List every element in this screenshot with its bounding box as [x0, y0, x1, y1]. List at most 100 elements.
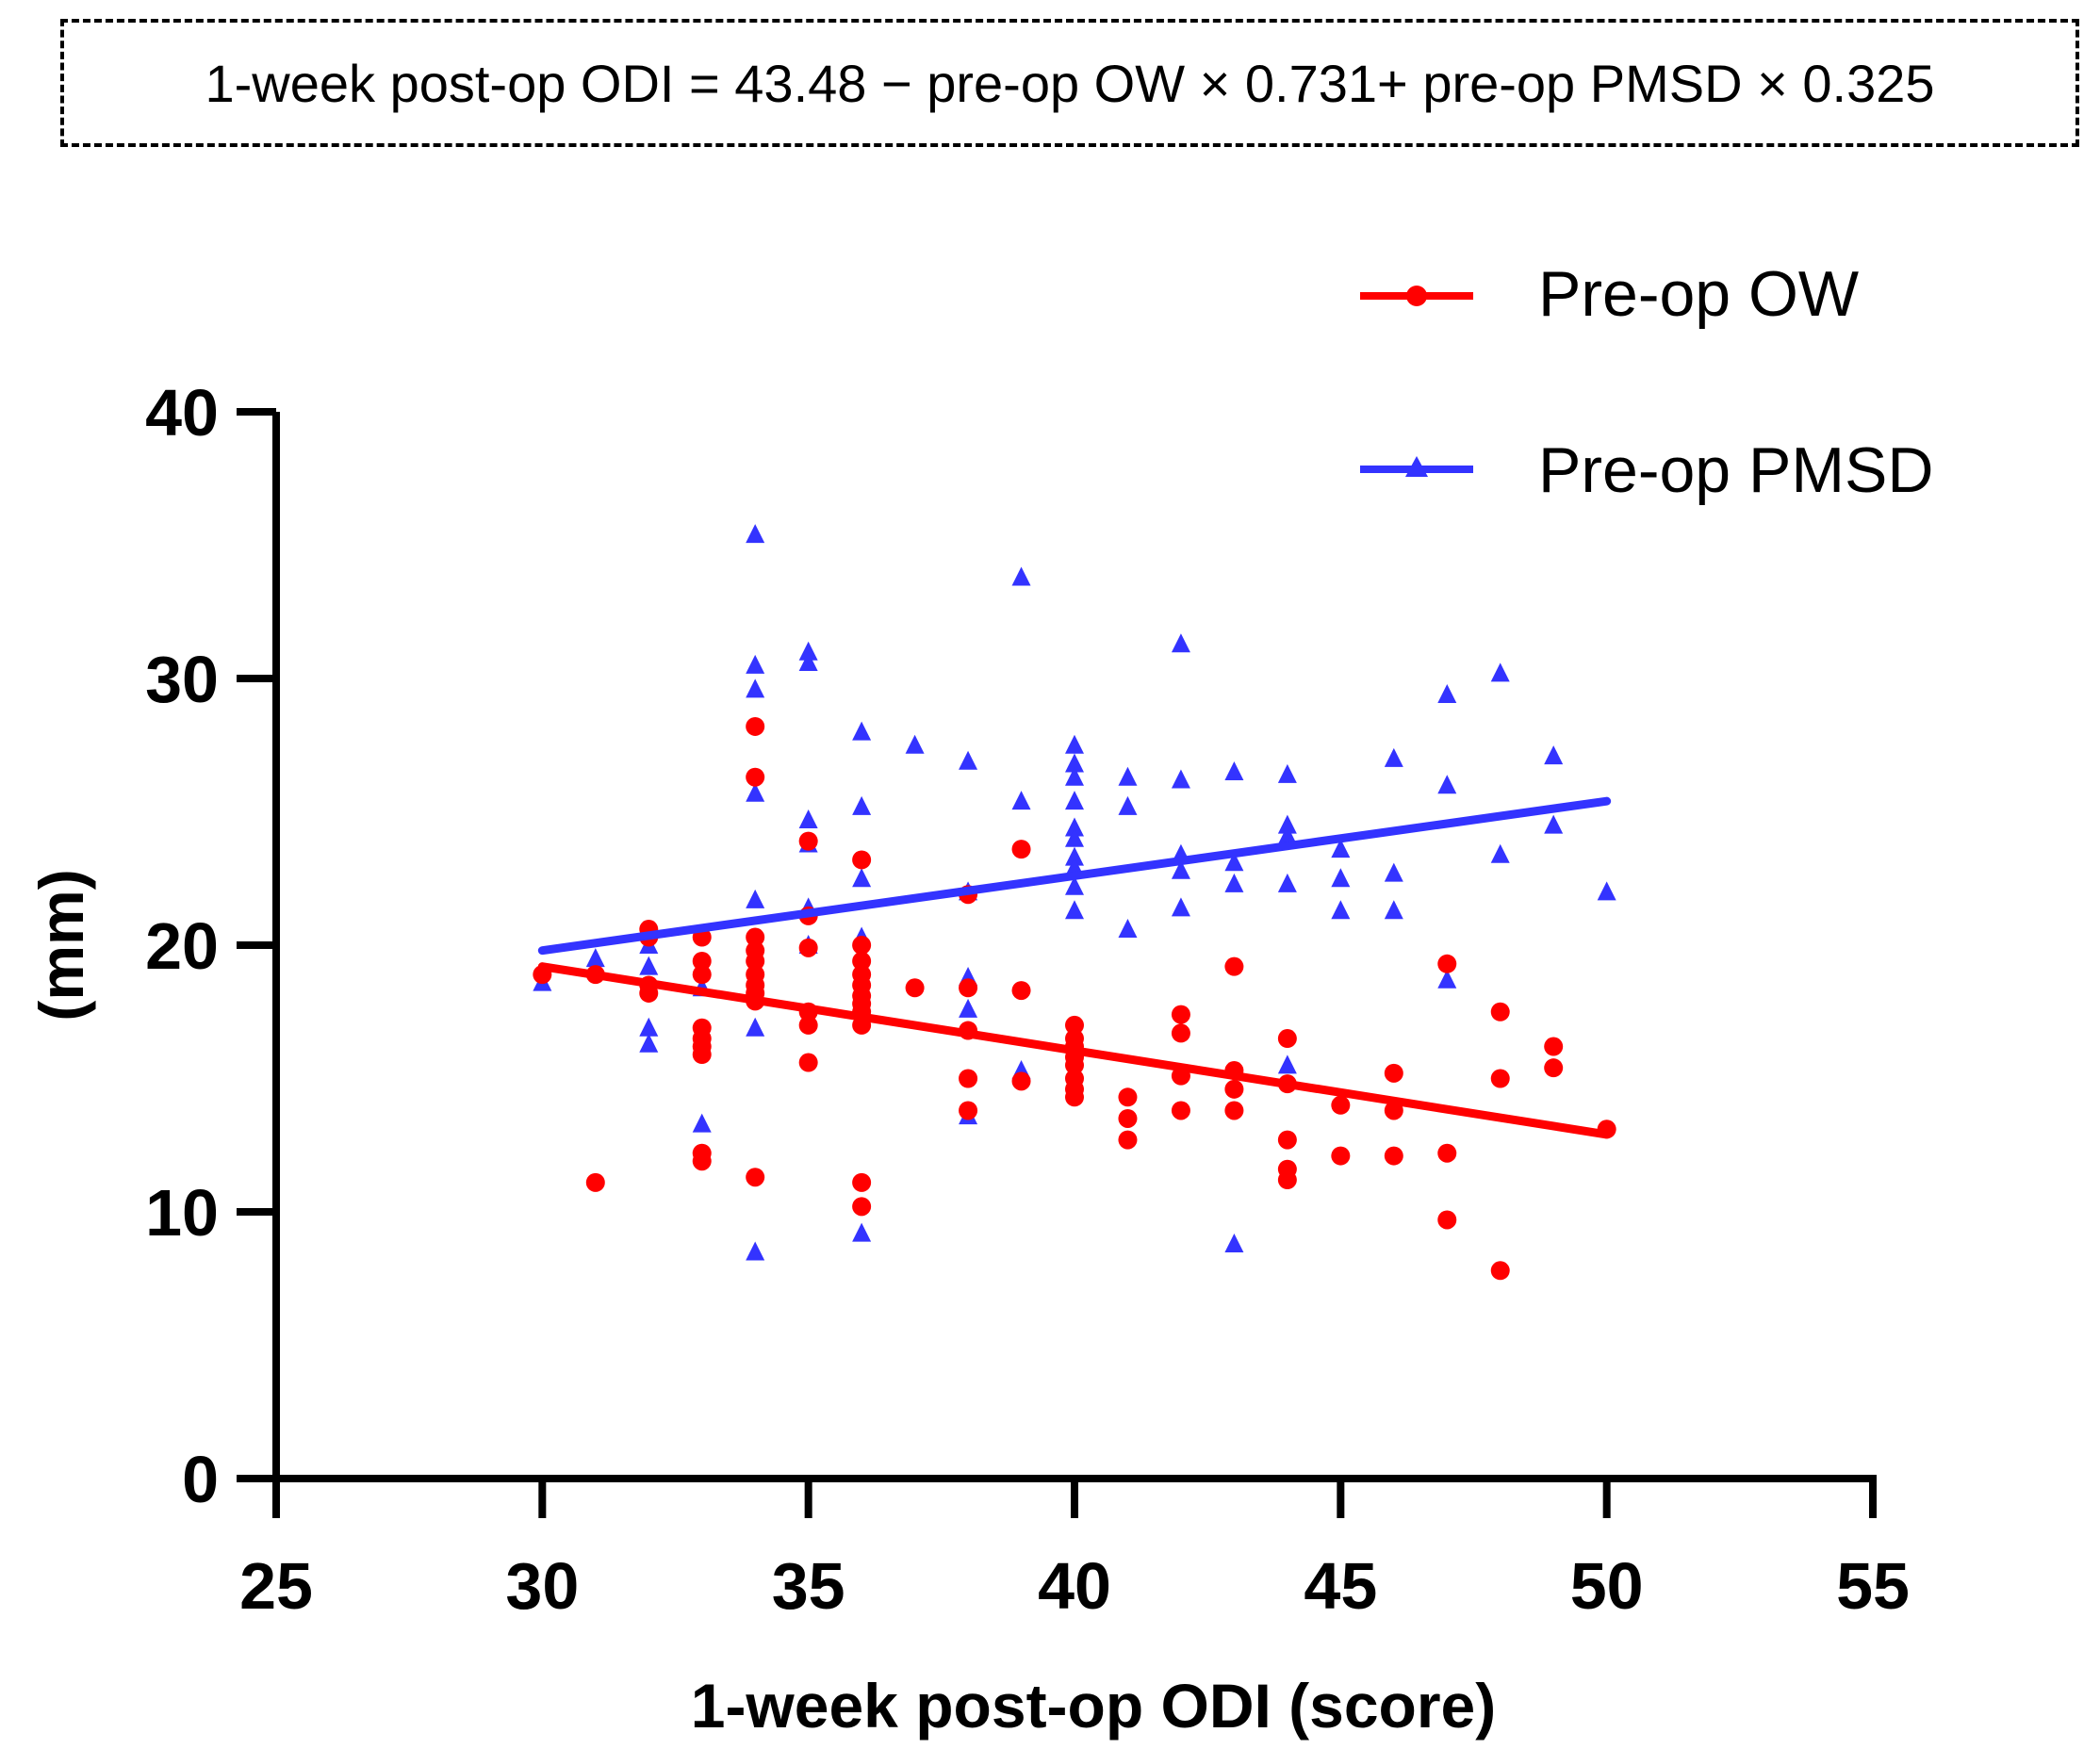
pmsd-point	[1224, 761, 1244, 781]
y-tick-label: 10	[145, 1176, 219, 1250]
ow-point	[1065, 1087, 1084, 1107]
pmsd-point	[746, 678, 765, 698]
pmsd-point	[1277, 873, 1297, 892]
pmsd-point	[1065, 791, 1084, 810]
x-tick-label: 25	[239, 1549, 313, 1623]
pmsd-point	[852, 721, 872, 741]
pmsd-point	[1118, 766, 1138, 786]
pmsd-point	[1384, 862, 1403, 882]
pmsd-point	[1277, 814, 1297, 834]
ow-point	[959, 978, 978, 998]
ow-point	[1437, 1143, 1457, 1163]
pmsd-point	[639, 1033, 659, 1053]
legend: Pre-op OW Pre-op PMSD	[1360, 258, 1933, 506]
pmsd-point	[1544, 814, 1564, 834]
ow-point	[1065, 1015, 1084, 1035]
x-tick-label: 55	[1836, 1549, 1910, 1623]
ow-point	[1437, 1210, 1457, 1230]
pmsd-point	[1277, 1054, 1297, 1074]
ow-point	[1224, 1079, 1244, 1099]
pmsd-point	[1277, 825, 1297, 844]
ow-point	[1118, 1130, 1138, 1150]
y-tick-label: 0	[182, 1443, 219, 1516]
pmsd-point	[639, 956, 659, 975]
ow-point	[746, 1168, 765, 1187]
pmsd-point	[959, 998, 978, 1018]
pmsd-point	[1118, 795, 1138, 815]
ow-point	[1224, 956, 1244, 976]
ow-point	[1331, 1146, 1351, 1166]
pmsd-point	[1490, 843, 1510, 863]
pmsd-point	[1065, 827, 1084, 847]
ow-point	[852, 951, 872, 971]
pmsd-point	[1490, 662, 1510, 682]
pmsd-fit-line	[537, 796, 1612, 956]
pmsd-point	[1065, 817, 1084, 837]
ow-point	[1011, 1071, 1031, 1091]
pmsd-point	[1065, 766, 1084, 786]
pmsd-point	[1277, 763, 1297, 783]
pmsd-point	[1065, 900, 1084, 920]
y-tick-label: 40	[145, 376, 219, 450]
legend-item-pmsd: Pre-op PMSD	[1360, 434, 1933, 506]
pmsd-point	[1224, 1233, 1244, 1252]
y-tick-label: 20	[145, 909, 219, 983]
pmsd-point	[746, 1241, 765, 1261]
ow-point	[798, 1053, 818, 1072]
ow-point	[746, 767, 765, 787]
pmsd-point	[1597, 881, 1616, 901]
x-tick-label: 35	[772, 1549, 845, 1623]
ow-point	[1277, 1130, 1297, 1150]
ow-fit-line	[537, 962, 1612, 1139]
pmsd-point	[1437, 775, 1457, 794]
ow-point	[1437, 954, 1457, 973]
ow-point	[1490, 1069, 1510, 1088]
ow-point	[692, 951, 712, 971]
y-axis-label: (mm)	[26, 869, 96, 1021]
ow-point	[1544, 1037, 1564, 1056]
pmsd-point	[1011, 566, 1031, 586]
ow-point	[798, 938, 818, 957]
ow-point	[746, 951, 765, 971]
plot-points	[533, 524, 1616, 1281]
ow-point	[692, 965, 712, 985]
legend-ow-marker	[1406, 286, 1427, 306]
ow-point	[585, 1172, 605, 1192]
pmsd-point	[798, 641, 818, 661]
pmsd-point	[959, 750, 978, 770]
ow-point	[798, 831, 818, 851]
ow-point	[1171, 1005, 1190, 1024]
ow-point	[905, 978, 925, 998]
pmsd-point	[852, 795, 872, 815]
ow-point	[1065, 1055, 1084, 1075]
pmsd-point	[585, 948, 605, 968]
pmsd-point	[1384, 900, 1403, 920]
pmsd-point	[1171, 897, 1190, 917]
pmsd-point	[1065, 753, 1084, 773]
x-tick-label: 40	[1038, 1549, 1111, 1623]
ow-point	[639, 983, 659, 1003]
fit-lines	[537, 796, 1612, 1139]
ow-point	[1011, 981, 1031, 1001]
pmsd-point	[1331, 868, 1351, 888]
pmsd-point	[1171, 859, 1190, 879]
pmsd-point	[1065, 734, 1084, 754]
ow-point	[1171, 1023, 1190, 1043]
ow-point	[959, 1069, 978, 1088]
pmsd-point	[852, 1222, 872, 1242]
pmsd-point	[1065, 846, 1084, 866]
pmsd-point	[692, 1113, 712, 1133]
pmsd-point	[1384, 747, 1403, 767]
regression-equation: 1-week post-op ODI = 43.48 − pre-op OW ×…	[60, 19, 2079, 147]
legend-pmsd-marker	[1405, 456, 1428, 477]
ow-point	[1277, 1029, 1297, 1049]
ow-point	[1277, 1170, 1297, 1190]
ow-point	[798, 1015, 818, 1035]
pmsd-point	[1118, 919, 1138, 939]
pmsd-point	[852, 868, 872, 888]
pmsd-point	[1011, 791, 1031, 810]
pmsd-point	[798, 652, 818, 672]
pmsd-point	[1544, 745, 1564, 765]
x-tick-label: 45	[1304, 1549, 1377, 1623]
